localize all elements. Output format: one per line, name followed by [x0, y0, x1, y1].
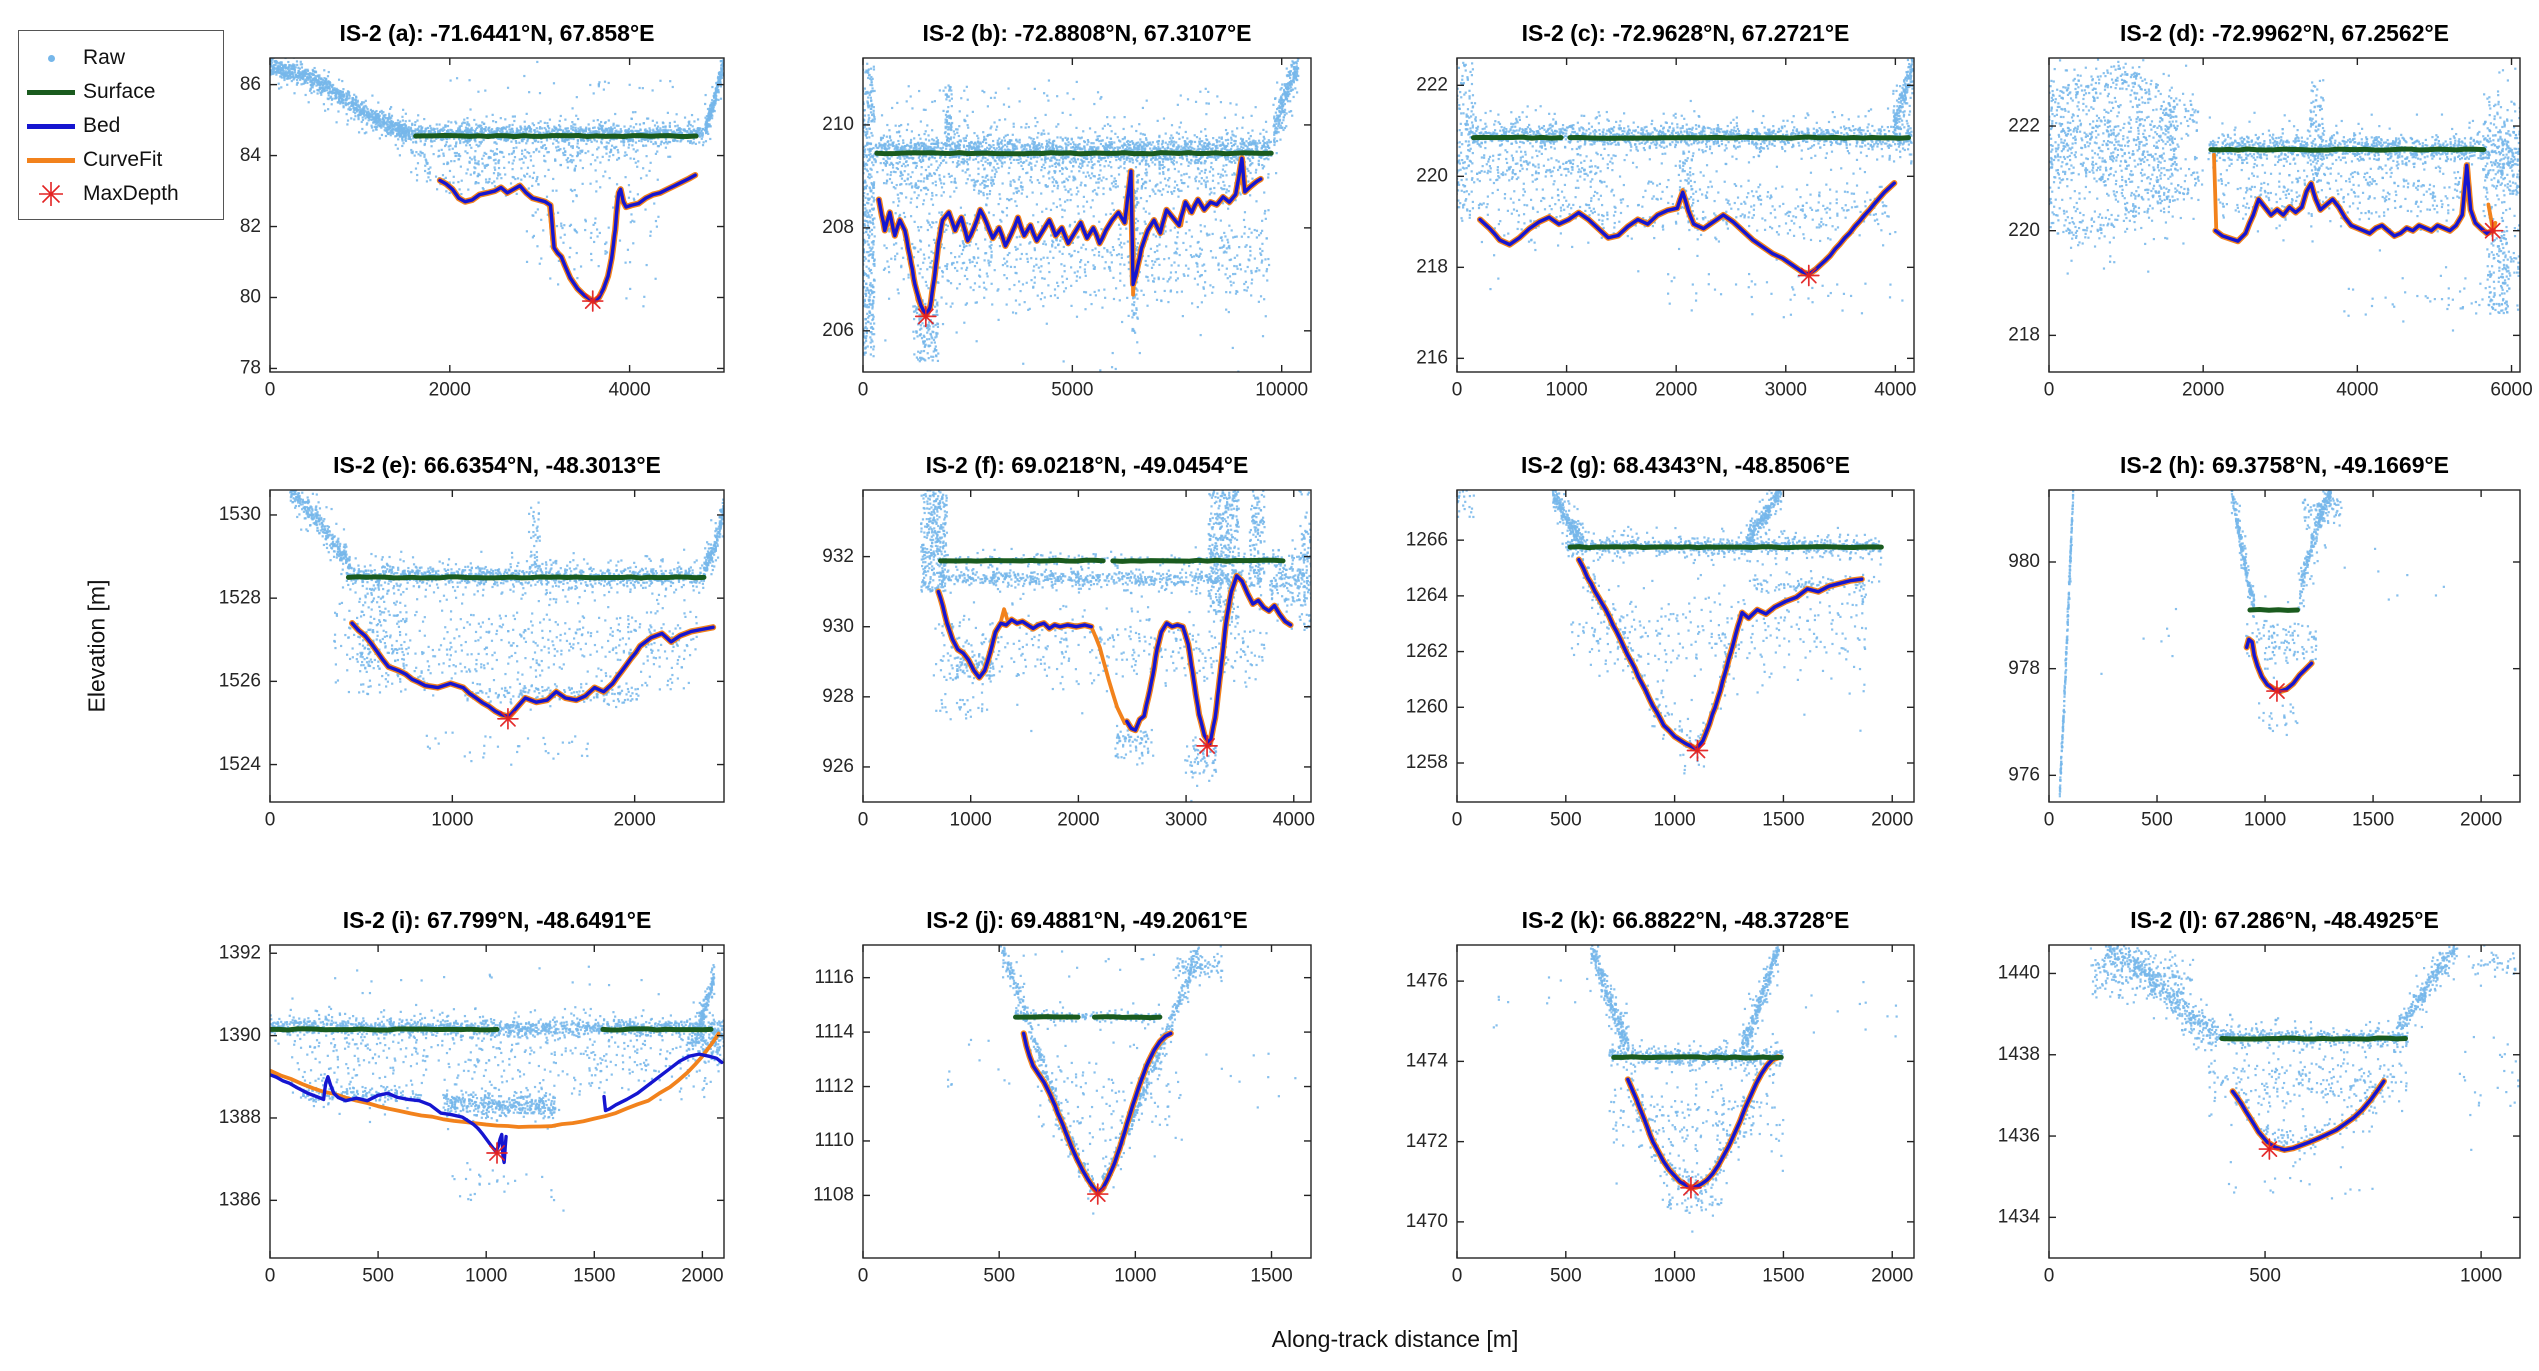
legend-label: Surface	[83, 80, 156, 103]
legend-item-surface: Surface	[19, 75, 223, 109]
plot-canvas	[1362, 16, 1934, 420]
plot-canvas	[768, 903, 1331, 1306]
legend-item-bed: Bed	[19, 109, 223, 143]
plot-canvas	[768, 16, 1331, 420]
plot-canvas	[1362, 448, 1934, 850]
plot-canvas	[175, 448, 744, 850]
legend-label: Bed	[83, 114, 121, 137]
plot-canvas	[768, 448, 1331, 850]
legend: Raw Surface Bed CurveFit	[18, 30, 224, 220]
curvefit-line-icon	[19, 157, 83, 163]
plot-canvas	[175, 16, 744, 420]
plot-canvas	[1954, 448, 2539, 850]
legend-label: CurveFit	[83, 148, 163, 171]
bed-line-icon	[19, 123, 83, 129]
x-axis-label: Along-track distance [m]	[1271, 1326, 1519, 1352]
legend-item-curvefit: CurveFit	[19, 143, 223, 177]
surface-line-icon	[19, 89, 83, 95]
legend-label: MaxDepth	[83, 182, 179, 205]
legend-item-maxdepth: MaxDepth	[19, 177, 223, 211]
maxdepth-marker-icon	[19, 180, 83, 208]
plot-canvas	[1362, 903, 1934, 1306]
plot-canvas	[1954, 903, 2539, 1306]
legend-item-raw: Raw	[19, 41, 223, 75]
y-axis-label: Elevation [m]	[83, 579, 110, 713]
legend-label: Raw	[83, 46, 126, 69]
raw-dot-icon	[19, 54, 83, 62]
plot-canvas	[175, 903, 744, 1306]
plot-canvas	[1954, 16, 2539, 420]
